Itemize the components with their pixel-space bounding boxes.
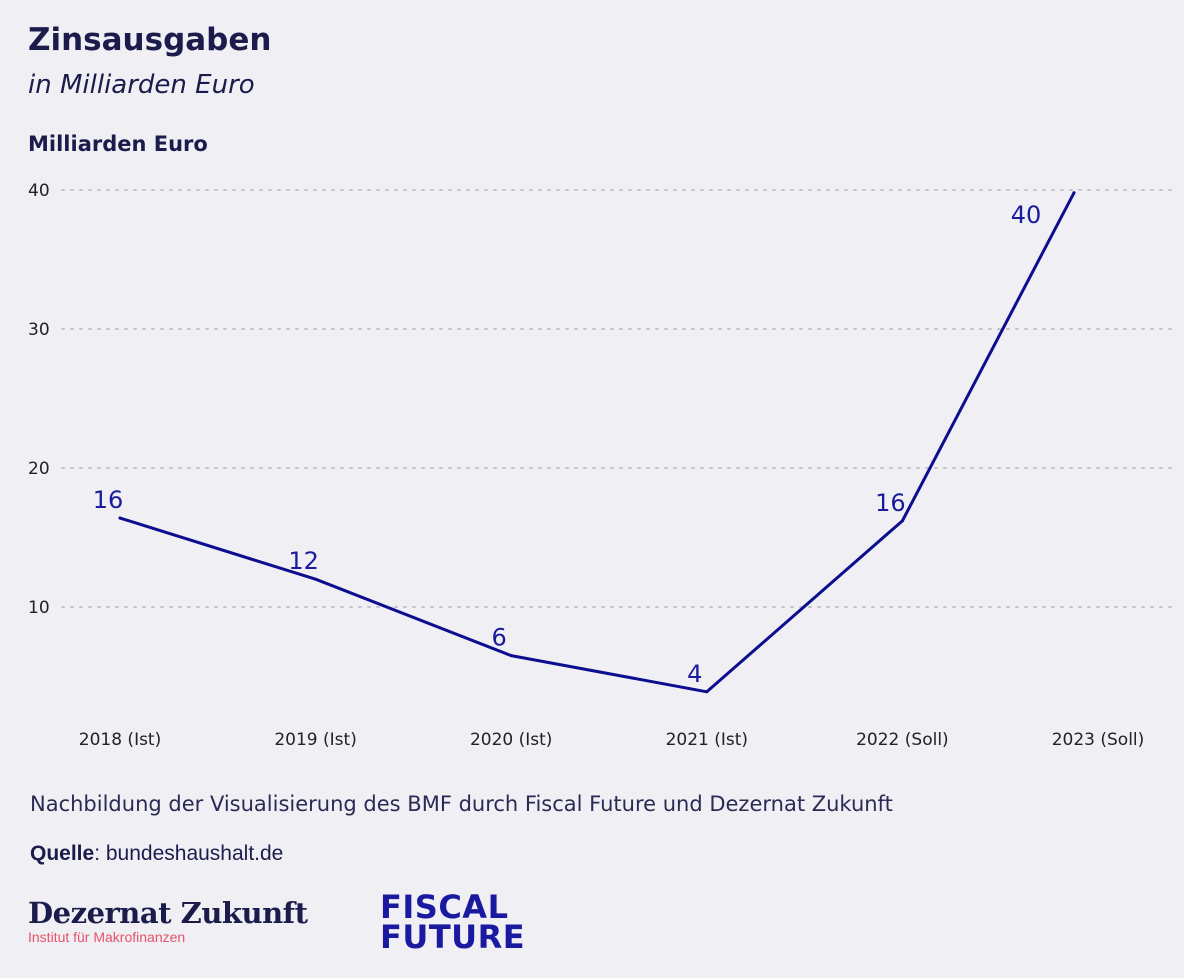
fiscal-future-logo: FISCAL FUTURE [380, 888, 526, 956]
x-tick-label: 2021 (Ist) [666, 730, 748, 750]
source-label: Quelle [30, 842, 95, 865]
caption: Nachbildung der Visualisierung des BMF d… [30, 792, 893, 816]
x-tick-label: 2023 (Soll) [1052, 730, 1145, 750]
logo-dz-name: Dezernat Zukunft [28, 896, 308, 930]
data-label: 6 [492, 624, 507, 652]
data-point [900, 519, 904, 523]
data-point [1072, 191, 1076, 195]
chart-title: Zinsausgaben [28, 22, 272, 58]
y-tick-label: 40 [28, 181, 50, 201]
data-label: 16 [875, 489, 906, 517]
data-label: 4 [687, 660, 702, 688]
x-tick-label: 2019 (Ist) [274, 730, 356, 750]
series-line [118, 191, 1076, 694]
data-point [118, 516, 122, 520]
data-point [314, 577, 318, 581]
data-label: 40 [1011, 201, 1042, 229]
x-tick-label: 2022 (Soll) [856, 730, 949, 750]
line-chart: 10 20 30 40 2018 (Ist) 2019 (Ist) 2020 (Ist) 20… [28, 181, 1177, 750]
x-tick-label: 2018 (Ist) [79, 730, 161, 750]
y-axis-label: Milliarden Euro [28, 132, 208, 156]
y-tick-label: 20 [28, 459, 50, 479]
source-text: : bundeshaushalt.de [94, 842, 284, 865]
logo-dz-subtitle: Institut für Makrofinanzen [28, 929, 186, 945]
data-label: 12 [288, 547, 319, 575]
logo-ff-line1: FISCAL [380, 888, 509, 926]
source-line: Quelle: bundeshaushalt.de [30, 842, 283, 866]
chart-subtitle: in Milliarden Euro [28, 70, 255, 100]
x-tick-label: 2020 (Ist) [470, 730, 552, 750]
dezernat-zukunft-logo: Dezernat Zukunft Institut für Makrofinan… [28, 896, 308, 944]
y-tick-label: 30 [28, 320, 50, 340]
data-point [509, 654, 513, 658]
data-label: 16 [93, 486, 124, 514]
logo-ff-line2: FUTURE [380, 918, 526, 956]
data-point [705, 690, 709, 694]
y-tick-label: 10 [28, 598, 50, 618]
